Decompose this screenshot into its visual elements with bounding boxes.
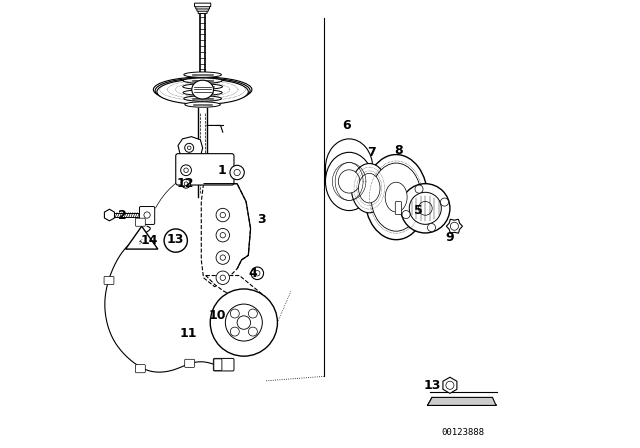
- Circle shape: [230, 165, 244, 180]
- Circle shape: [248, 309, 257, 318]
- Circle shape: [237, 316, 250, 329]
- Text: 2: 2: [118, 208, 126, 222]
- Text: 8: 8: [394, 143, 403, 157]
- Circle shape: [255, 271, 260, 276]
- FancyBboxPatch shape: [214, 359, 222, 370]
- Text: 3: 3: [257, 213, 266, 226]
- FancyBboxPatch shape: [196, 5, 209, 9]
- Ellipse shape: [192, 80, 214, 99]
- Circle shape: [415, 185, 423, 193]
- Circle shape: [225, 304, 262, 341]
- Text: 4: 4: [248, 267, 257, 280]
- Circle shape: [234, 169, 240, 176]
- Circle shape: [440, 198, 449, 206]
- Circle shape: [216, 271, 230, 284]
- Ellipse shape: [154, 77, 252, 102]
- FancyBboxPatch shape: [136, 365, 145, 373]
- Ellipse shape: [183, 90, 222, 95]
- FancyBboxPatch shape: [197, 8, 208, 11]
- Circle shape: [401, 184, 450, 233]
- Text: 00123888: 00123888: [442, 428, 485, 437]
- FancyBboxPatch shape: [140, 207, 155, 224]
- Circle shape: [220, 255, 225, 260]
- Polygon shape: [178, 137, 203, 161]
- FancyBboxPatch shape: [136, 218, 145, 226]
- Ellipse shape: [184, 96, 221, 101]
- Circle shape: [402, 211, 410, 219]
- Ellipse shape: [185, 102, 220, 107]
- FancyBboxPatch shape: [176, 154, 234, 185]
- Circle shape: [188, 146, 191, 150]
- FancyBboxPatch shape: [396, 202, 401, 215]
- Circle shape: [251, 267, 264, 280]
- Text: 13: 13: [167, 233, 184, 246]
- Circle shape: [451, 222, 458, 230]
- Ellipse shape: [351, 164, 387, 213]
- Polygon shape: [104, 209, 115, 221]
- Circle shape: [419, 202, 432, 215]
- Circle shape: [184, 168, 188, 172]
- Circle shape: [216, 228, 230, 242]
- Circle shape: [184, 182, 188, 185]
- Ellipse shape: [155, 78, 250, 103]
- Text: 1: 1: [217, 164, 226, 177]
- Circle shape: [220, 275, 225, 280]
- Ellipse shape: [183, 84, 223, 89]
- Circle shape: [210, 289, 278, 356]
- Circle shape: [220, 212, 225, 218]
- FancyBboxPatch shape: [104, 276, 114, 284]
- Polygon shape: [428, 397, 496, 405]
- Circle shape: [144, 212, 150, 218]
- Circle shape: [230, 327, 239, 336]
- Polygon shape: [446, 219, 463, 233]
- Polygon shape: [206, 276, 264, 309]
- Text: 14: 14: [141, 234, 159, 247]
- Ellipse shape: [358, 173, 380, 203]
- Circle shape: [446, 381, 454, 389]
- Ellipse shape: [365, 155, 428, 240]
- Circle shape: [185, 143, 194, 152]
- Ellipse shape: [157, 79, 248, 104]
- Ellipse shape: [339, 170, 360, 193]
- Circle shape: [230, 309, 239, 318]
- Polygon shape: [443, 377, 457, 393]
- Circle shape: [164, 229, 188, 252]
- Text: 11: 11: [179, 327, 196, 340]
- Circle shape: [180, 165, 191, 176]
- Text: 7: 7: [367, 146, 376, 159]
- Polygon shape: [125, 226, 158, 249]
- Text: 5: 5: [414, 204, 423, 217]
- Ellipse shape: [385, 182, 407, 212]
- Circle shape: [428, 224, 436, 232]
- FancyBboxPatch shape: [213, 358, 234, 371]
- Circle shape: [220, 233, 225, 238]
- Circle shape: [248, 327, 257, 336]
- Text: 10: 10: [208, 309, 226, 323]
- Circle shape: [182, 179, 191, 188]
- Ellipse shape: [183, 78, 222, 83]
- Ellipse shape: [339, 156, 360, 180]
- Text: 9: 9: [445, 231, 454, 244]
- Ellipse shape: [326, 152, 372, 211]
- Text: ⚡: ⚡: [138, 237, 143, 246]
- Text: 6: 6: [342, 119, 351, 132]
- Polygon shape: [201, 184, 250, 287]
- Ellipse shape: [371, 163, 421, 231]
- Circle shape: [216, 208, 230, 222]
- FancyBboxPatch shape: [198, 10, 207, 13]
- FancyBboxPatch shape: [195, 3, 211, 7]
- Circle shape: [409, 192, 442, 224]
- Text: 13: 13: [423, 379, 441, 392]
- FancyBboxPatch shape: [185, 359, 195, 367]
- Ellipse shape: [326, 139, 372, 197]
- Circle shape: [216, 251, 230, 264]
- Text: 12: 12: [177, 177, 195, 190]
- Ellipse shape: [184, 72, 221, 78]
